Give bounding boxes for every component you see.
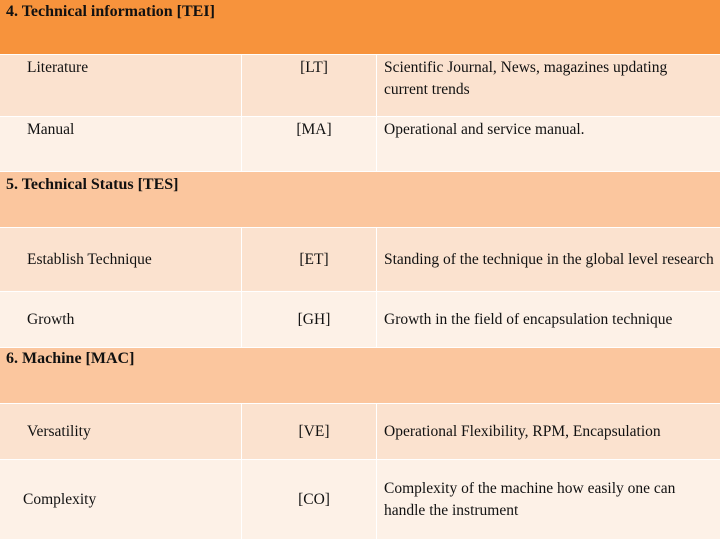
item-label: Versatility — [27, 422, 91, 440]
item-label: Establish Technique — [27, 250, 152, 268]
description-text: Scientific Journal, News, magazines upda… — [384, 59, 668, 98]
item-label: Manual — [27, 121, 75, 138]
description-cell: Standing of the technique in the global … — [376, 228, 720, 291]
item-cell: Literature — [0, 55, 241, 116]
code-cell: [GH] — [241, 292, 376, 347]
section-title: 4. Technical information [TEI] — [6, 3, 215, 20]
item-label: Literature — [27, 59, 89, 76]
item-label: Complexity — [23, 490, 97, 508]
code-label: [VE] — [298, 422, 330, 440]
section-header-mac: 6. Machine [MAC] — [0, 348, 720, 404]
code-cell: [LT] — [241, 55, 376, 116]
description-text: Operational and service manual. — [384, 121, 585, 138]
description-text: Growth in the field of encapsulation tec… — [384, 310, 673, 328]
table-row: Versatility [VE] Operational Flexibility… — [0, 404, 720, 460]
section-title: 5. Technical Status [TES] — [6, 176, 179, 193]
section-title: 6. Machine [MAC] — [6, 350, 135, 367]
description-cell: Growth in the field of encapsulation tec… — [376, 292, 720, 347]
item-cell: Complexity — [0, 460, 241, 539]
code-label: [MA] — [296, 121, 332, 138]
item-cell: Establish Technique — [0, 228, 241, 291]
item-label: Growth — [27, 310, 75, 328]
table-row: Complexity [CO] Complexity of the machin… — [0, 460, 720, 540]
code-cell: [MA] — [241, 117, 376, 171]
item-cell: Versatility — [0, 404, 241, 459]
description-cell: Operational and service manual. — [376, 117, 720, 171]
description-text: Complexity of the machine how easily one… — [384, 479, 676, 519]
code-label: [ET] — [299, 250, 329, 268]
section-header-tes: 5. Technical Status [TES] — [0, 172, 720, 228]
code-label: [GH] — [297, 310, 331, 328]
table-row: Manual [MA] Operational and service manu… — [0, 117, 720, 172]
code-cell: [CO] — [241, 460, 376, 539]
description-cell: Complexity of the machine how easily one… — [376, 460, 720, 539]
item-cell: Growth — [0, 292, 241, 347]
description-cell: Scientific Journal, News, magazines upda… — [376, 55, 720, 116]
code-label: [CO] — [298, 490, 330, 508]
table-row: Growth [GH] Growth in the field of encap… — [0, 292, 720, 348]
code-cell: [VE] — [241, 404, 376, 459]
code-label: [LT] — [300, 59, 328, 76]
description-text: Standing of the technique in the global … — [384, 250, 714, 268]
table-row: Literature [LT] Scientific Journal, News… — [0, 55, 720, 117]
description-cell: Operational Flexibility, RPM, Encapsulat… — [376, 404, 720, 459]
code-cell: [ET] — [241, 228, 376, 291]
table-row: Establish Technique [ET] Standing of the… — [0, 228, 720, 292]
section-header-tei: 4. Technical information [TEI] — [0, 0, 720, 55]
item-cell: Manual — [0, 117, 241, 171]
description-text: Operational Flexibility, RPM, Encapsulat… — [384, 422, 661, 440]
